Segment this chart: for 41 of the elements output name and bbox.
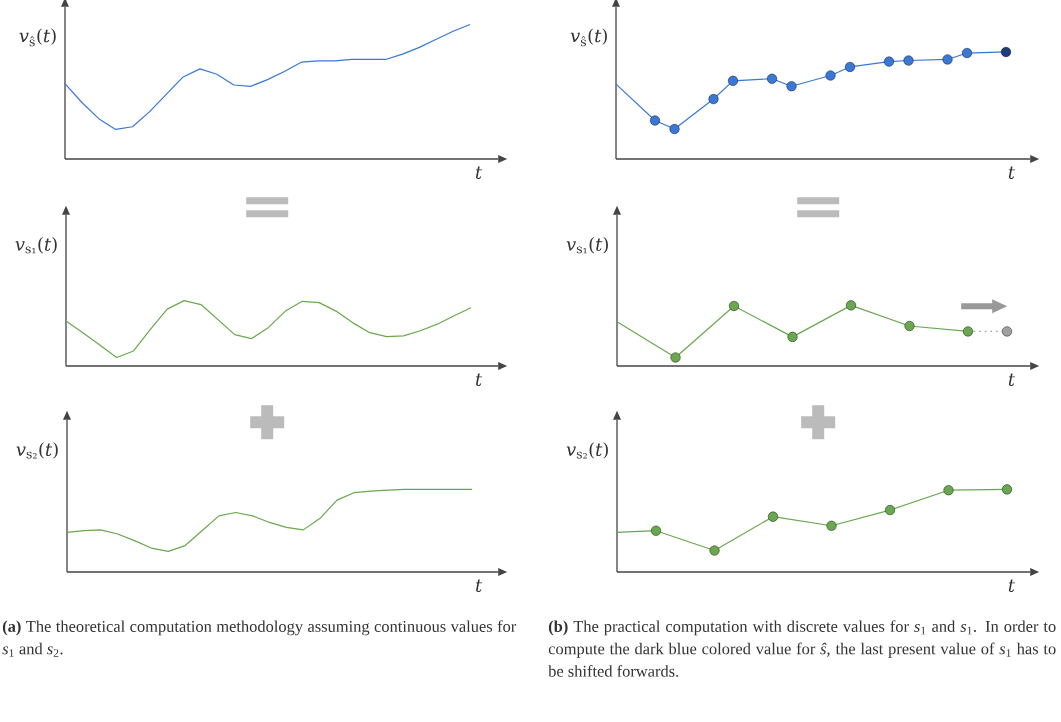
point	[943, 485, 954, 496]
point	[767, 73, 778, 84]
x-axis-title: t	[475, 373, 483, 386]
x-axis-title: t	[475, 166, 483, 179]
point	[1002, 484, 1013, 495]
x-axis-title: t	[1008, 579, 1016, 592]
point	[845, 61, 856, 72]
y-axis-title: v$_{ŝ}$(t)	[570, 28, 607, 47]
point	[846, 300, 857, 311]
point	[942, 54, 953, 65]
point	[962, 48, 973, 59]
point	[1002, 326, 1013, 337]
point	[709, 545, 720, 556]
point	[903, 55, 914, 66]
point	[904, 320, 915, 331]
y-axis-title: v$_{s₁}$(t)	[566, 236, 608, 254]
x-axis-title: t	[1008, 166, 1015, 179]
y-axis-title: v$_{ŝ}$(t)	[19, 28, 56, 47]
point	[670, 352, 681, 363]
point	[786, 81, 797, 92]
text: (b) The practical computation with discrete values for s$_{1}$ and s$_{1}$. In order to compute the dark blue colored value for ŝ, the last present value of s$_{1}$ has to be shifted forwards.	[548, 620, 1056, 677]
point	[885, 505, 896, 516]
y-axis-title: v$_{s₁}$(t)	[15, 236, 57, 254]
point	[651, 525, 662, 536]
text: (a) The theoretical computation methodology assuming continuous values for s$_{1}$ and s$_{2}$.	[2, 620, 517, 657]
point	[650, 115, 661, 126]
y-axis-title: v$_{s₂}$(t)	[566, 442, 608, 459]
point	[963, 326, 974, 337]
point	[728, 75, 739, 86]
point	[669, 124, 680, 135]
point	[826, 520, 837, 531]
point	[729, 300, 740, 311]
point	[1001, 46, 1012, 57]
x-axis-title: t	[475, 579, 483, 592]
point	[825, 70, 836, 81]
point	[884, 56, 895, 67]
y-axis-title: v$_{s₂}$(t)	[16, 442, 58, 459]
point	[708, 94, 719, 105]
point	[768, 511, 779, 522]
point	[787, 331, 798, 342]
x-axis-title: t	[1008, 373, 1016, 386]
